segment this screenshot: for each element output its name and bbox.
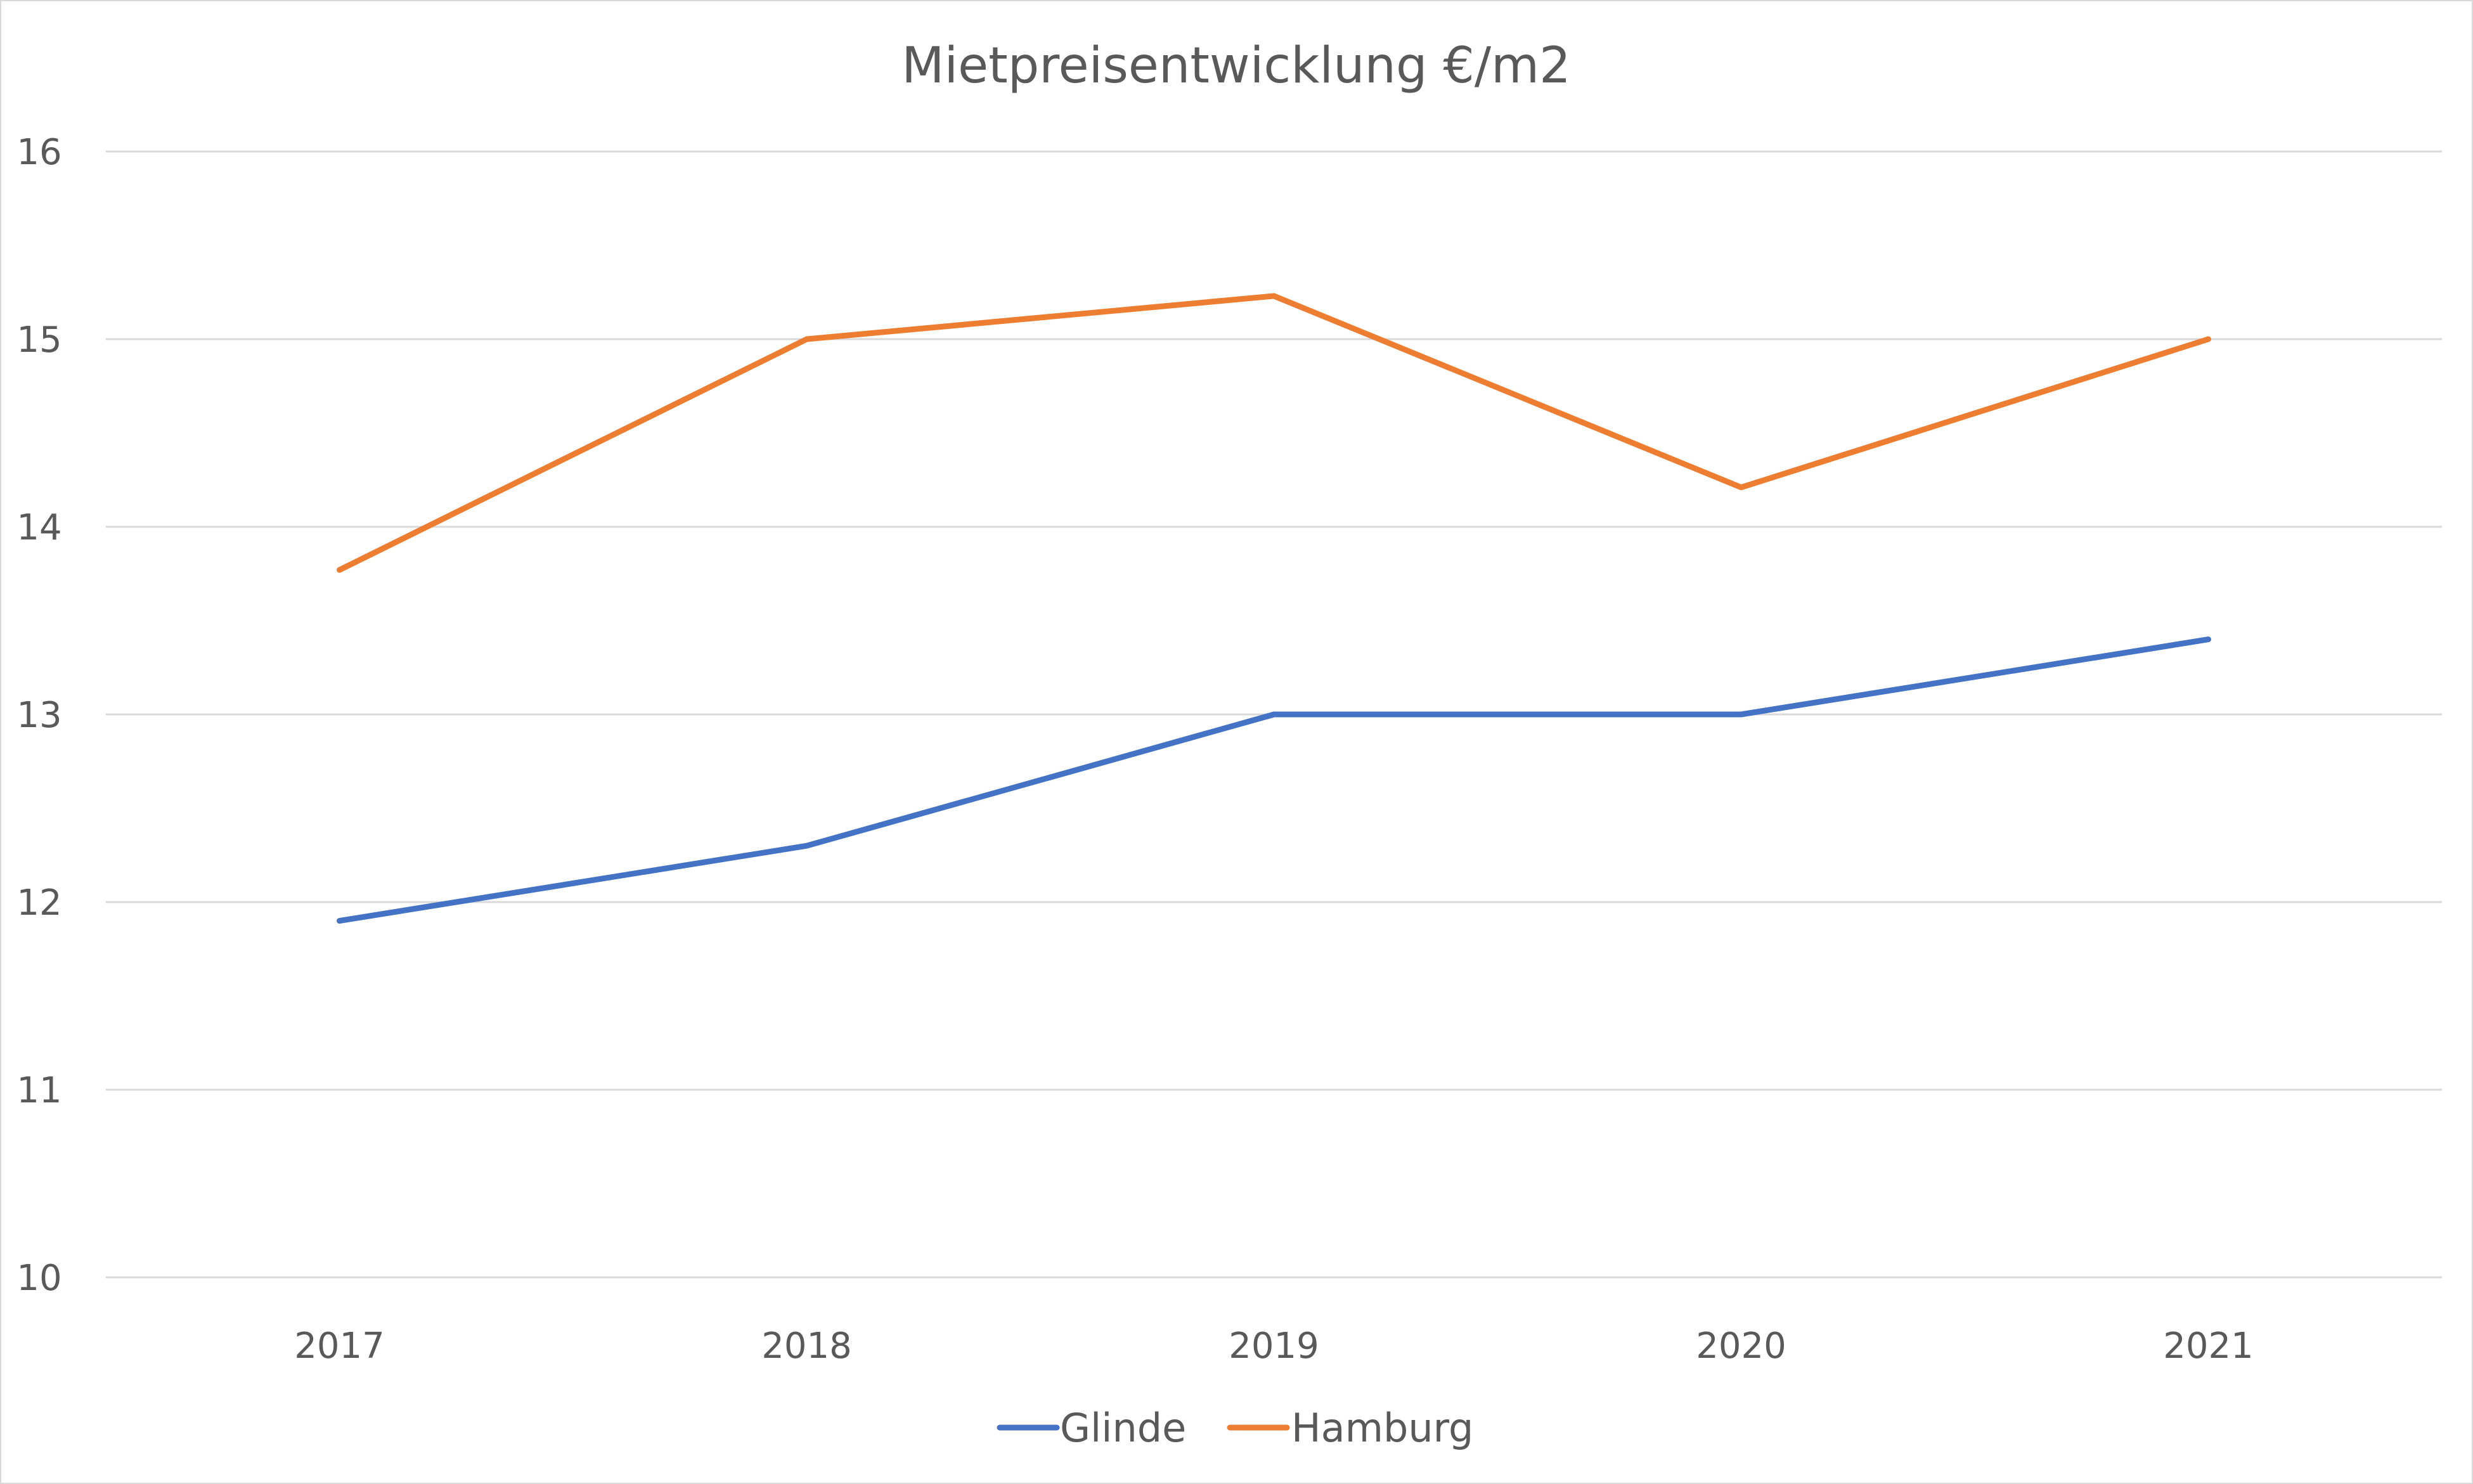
x-axis-ticks: 2017 2018 2019 2020 2021 bbox=[294, 1326, 2254, 1367]
y-axis-ticks: 10 11 12 13 14 15 16 bbox=[16, 132, 61, 1299]
x-tick-label: 2021 bbox=[2163, 1326, 2254, 1367]
y-tick-label: 11 bbox=[16, 1070, 61, 1111]
legend-label-hamburg: Hamburg bbox=[1291, 1405, 1473, 1451]
y-tick-label: 15 bbox=[16, 319, 61, 361]
series-line-hamburg bbox=[337, 293, 2211, 573]
legend: Glinde Hamburg bbox=[997, 1405, 1473, 1451]
x-tick-label: 2020 bbox=[1696, 1326, 1786, 1367]
series-lines bbox=[337, 293, 2211, 924]
y-tick-label: 10 bbox=[16, 1258, 61, 1299]
x-tick-label: 2019 bbox=[1229, 1326, 1319, 1367]
gridlines bbox=[106, 150, 2442, 1279]
y-tick-label: 12 bbox=[16, 882, 61, 924]
chart-title: Mietpreisentwicklung €/m2 bbox=[901, 37, 1571, 94]
x-tick-label: 2018 bbox=[761, 1326, 852, 1367]
series-line-glinde bbox=[337, 636, 2211, 924]
legend-label-glinde: Glinde bbox=[1060, 1405, 1186, 1451]
x-tick-label: 2017 bbox=[294, 1326, 385, 1367]
y-tick-label: 14 bbox=[16, 507, 61, 548]
y-tick-label: 16 bbox=[16, 132, 61, 173]
y-tick-label: 13 bbox=[16, 695, 61, 736]
